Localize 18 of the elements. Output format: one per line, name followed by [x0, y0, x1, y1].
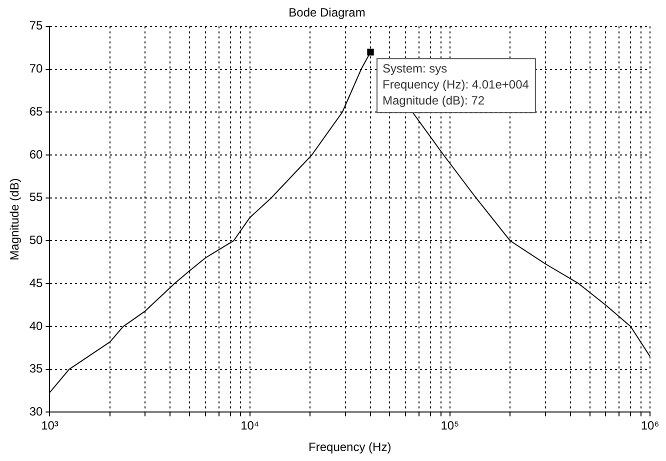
- y-tick-label: 65: [29, 104, 44, 118]
- y-tick-label: 30: [29, 404, 44, 419]
- y-tick-label: 40: [29, 318, 44, 333]
- y-tick-label: 75: [29, 18, 44, 33]
- y-tick-label: 45: [29, 276, 44, 290]
- y-tick-label: 35: [29, 362, 44, 376]
- y-tick-label: 55: [29, 190, 44, 204]
- x-tick-label: 10⁴: [240, 418, 260, 433]
- chart-title: Bode Diagram: [288, 6, 366, 20]
- y-tick-label: 70: [29, 62, 44, 76]
- x-tick-label: 10³: [41, 418, 58, 433]
- annotation: System: sys Frequency (Hz): 4.01e+004 Magnitude (dB): 72: [382, 61, 530, 108]
- x-tick-label: 10⁶: [640, 418, 660, 433]
- y-tick-label: 50: [29, 233, 44, 248]
- y-axis-title: Magnitude (dB): [8, 178, 22, 260]
- y-tick-label: 60: [29, 147, 44, 162]
- x-axis-title: Frequency (Hz): [308, 440, 392, 454]
- x-tick-label: 10⁵: [440, 418, 460, 433]
